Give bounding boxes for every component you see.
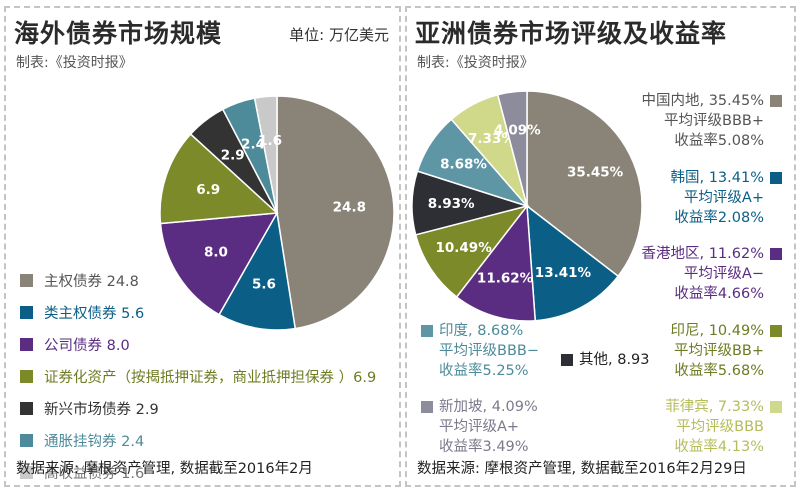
korea-swatch bbox=[770, 172, 782, 184]
label-indonesia: 印尼, 10.49% 平均评级BB+ 收益率5.68% bbox=[670, 321, 782, 381]
label-china: 中国内地, 35.45% 平均评级BBB+ 收益率5.08% bbox=[641, 91, 782, 151]
singapore-label-line: 收益率3.49% bbox=[439, 439, 529, 455]
legend-item: 通胀挂钩券 2.4 bbox=[20, 424, 376, 456]
left-legend: 主权债券 24.8 类主权债券 5.6 公司债券 8.0 证券化资产（按揭抵押证券，商… bbox=[20, 264, 376, 488]
indonesia-swatch bbox=[770, 325, 782, 337]
pie-slice-7 bbox=[496, 90, 528, 207]
indonesia-label-line: 收益率5.68% bbox=[674, 363, 764, 379]
legend-label: 高收益债券 1.6 bbox=[44, 465, 145, 482]
pie-label-3: 10.49% bbox=[436, 240, 493, 256]
legend-swatch bbox=[20, 369, 33, 383]
left-title: 海外债券市场规模 bbox=[14, 19, 223, 48]
right-panel: 亚洲债券市场评级及收益率 制表:《投资时报》 35.45% 13.41% 11.62… bbox=[405, 6, 796, 487]
philippines-label-line: 收益率4.13% bbox=[674, 439, 764, 455]
pie-slice-1 bbox=[218, 210, 297, 331]
label-hongkong: 香港地区, 11.62% 平均评级A− 收益率4.66% bbox=[641, 244, 782, 304]
pie-label-6: 7.33% bbox=[468, 131, 515, 147]
label-singapore: 新加坡, 4.09% 平均评级A+ 收益率3.49% bbox=[421, 397, 538, 457]
legend-item: 证券化资产（按揭抵押证券，商业抵押担保券 ）6.9 bbox=[20, 360, 376, 392]
left-pie-chart: 24.8 5.6 8.0 6.9 2.92.41.6 bbox=[159, 95, 395, 331]
pie-slice-3 bbox=[159, 133, 279, 225]
philippines-label-line: 菲律宾, 7.33% bbox=[665, 399, 764, 415]
pie-label-4: 2.9 bbox=[221, 148, 245, 164]
india-label-line: 收益率5.25% bbox=[439, 363, 529, 379]
legend-label: 新兴市场债券 2.9 bbox=[44, 401, 159, 418]
pie-slice-3 bbox=[414, 204, 529, 299]
pie-label-7: 4.09% bbox=[494, 123, 541, 139]
others-label-line: 其他, 8.93 bbox=[579, 352, 650, 368]
label-india: 印度, 8.68% 平均评级BBB− 收益率5.25% bbox=[421, 321, 539, 381]
label-philippines: 菲律宾, 7.33% 平均评级BBB 收益率4.13% bbox=[665, 397, 782, 457]
pie-label-0: 35.45% bbox=[567, 165, 624, 181]
hongkong-label-line: 平均评级A− bbox=[683, 266, 764, 282]
china-label-line: 收益率5.08% bbox=[674, 133, 764, 149]
india-swatch bbox=[421, 325, 433, 337]
legend-label: 类主权债券 5.6 bbox=[44, 305, 145, 322]
left-panel: 海外债券市场规模 单位: 万亿美元 制表:《投资时报》 24.8 5.6 8.0 6.… bbox=[4, 6, 401, 487]
label-others: 其他, 8.93 bbox=[561, 350, 650, 370]
pie-label-1: 5.6 bbox=[252, 276, 276, 292]
legend-swatch bbox=[20, 433, 33, 447]
pie-slice-0 bbox=[276, 95, 395, 330]
legend-label: 主权债券 24.8 bbox=[44, 273, 139, 290]
pie-label-5: 2.4 bbox=[241, 137, 265, 153]
legend-item: 类主权债券 5.6 bbox=[20, 296, 376, 328]
philippines-label-line: 平均评级BBB bbox=[676, 419, 764, 435]
right-title: 亚洲债券市场评级及收益率 bbox=[415, 19, 728, 48]
china-label-line: 中国内地, 35.45% bbox=[641, 93, 764, 109]
indonesia-label-line: 印尼, 10.49% bbox=[670, 323, 764, 339]
pie-label-5: 8.68% bbox=[440, 156, 487, 172]
singapore-label-line: 平均评级A+ bbox=[439, 419, 520, 435]
china-swatch bbox=[770, 95, 782, 107]
legend-swatch bbox=[20, 401, 33, 415]
pie-label-6: 1.6 bbox=[258, 133, 282, 149]
pie-slice-2 bbox=[455, 203, 537, 322]
pie-slice-6 bbox=[253, 95, 278, 214]
legend-swatch bbox=[20, 273, 33, 287]
right-pie-chart: 35.45% 13.41%11.62% 10.49% 8.93% 8.68% 7.33%4… bbox=[411, 90, 643, 322]
legend-item: 主权债券 24.8 bbox=[20, 264, 376, 296]
legend-swatch bbox=[20, 337, 33, 351]
china-label-line: 平均评级BBB+ bbox=[664, 113, 764, 129]
legend-label: 通胀挂钩券 2.4 bbox=[44, 433, 145, 450]
philippines-swatch bbox=[770, 401, 782, 413]
left-unit: 单位: 万亿美元 bbox=[289, 26, 389, 44]
others-swatch bbox=[561, 354, 573, 366]
label-korea: 韩国, 13.41% 平均评级A+ 收益率2.08% bbox=[670, 168, 782, 228]
korea-label-line: 平均评级A+ bbox=[683, 190, 764, 206]
pie-label-4: 8.93% bbox=[428, 196, 475, 212]
legend-swatch bbox=[20, 465, 33, 479]
singapore-label-line: 新加坡, 4.09% bbox=[439, 399, 538, 415]
pie-label-2: 8.0 bbox=[204, 244, 228, 260]
pie-slice-1 bbox=[526, 204, 620, 322]
legend-label: 公司债券 8.0 bbox=[44, 337, 130, 354]
pie-label-0: 24.8 bbox=[333, 199, 366, 215]
pie-slice-2 bbox=[159, 212, 279, 316]
korea-label-line: 收益率2.08% bbox=[674, 210, 764, 226]
left-source: 数据来源: 摩根资产管理, 数据截至2016年2月 bbox=[16, 461, 313, 477]
legend-swatch bbox=[20, 305, 33, 319]
legend-item: 新兴市场债券 2.9 bbox=[20, 392, 376, 424]
legend-label: 证券化资产（按揭抵押证券，商业抵押担保券 ）6.9 bbox=[44, 369, 377, 386]
india-label-line: 平均评级BBB− bbox=[439, 343, 539, 359]
pie-label-2: 11.62% bbox=[477, 271, 534, 287]
indonesia-label-line: 平均评级BB+ bbox=[673, 343, 764, 359]
legend-item: 公司债券 8.0 bbox=[20, 328, 376, 360]
korea-label-line: 韩国, 13.41% bbox=[670, 170, 764, 186]
pie-label-3: 6.9 bbox=[196, 182, 220, 198]
right-source: 数据来源: 摩根资产管理, 数据截至2016年2月29日 bbox=[417, 461, 747, 477]
left-credit: 制表:《投资时报》 bbox=[16, 55, 133, 71]
pie-label-1: 13.41% bbox=[535, 265, 592, 281]
pie-slice-0 bbox=[526, 90, 643, 278]
hongkong-label-line: 香港地区, 11.62% bbox=[641, 246, 764, 262]
legend-item: 高收益债券 1.6 bbox=[20, 456, 376, 488]
right-credit: 制表:《投资时报》 bbox=[417, 55, 534, 71]
singapore-swatch bbox=[421, 401, 433, 413]
hongkong-label-line: 收益率4.66% bbox=[674, 286, 764, 302]
india-label-line: 印度, 8.68% bbox=[439, 323, 524, 339]
hongkong-swatch bbox=[770, 248, 782, 260]
